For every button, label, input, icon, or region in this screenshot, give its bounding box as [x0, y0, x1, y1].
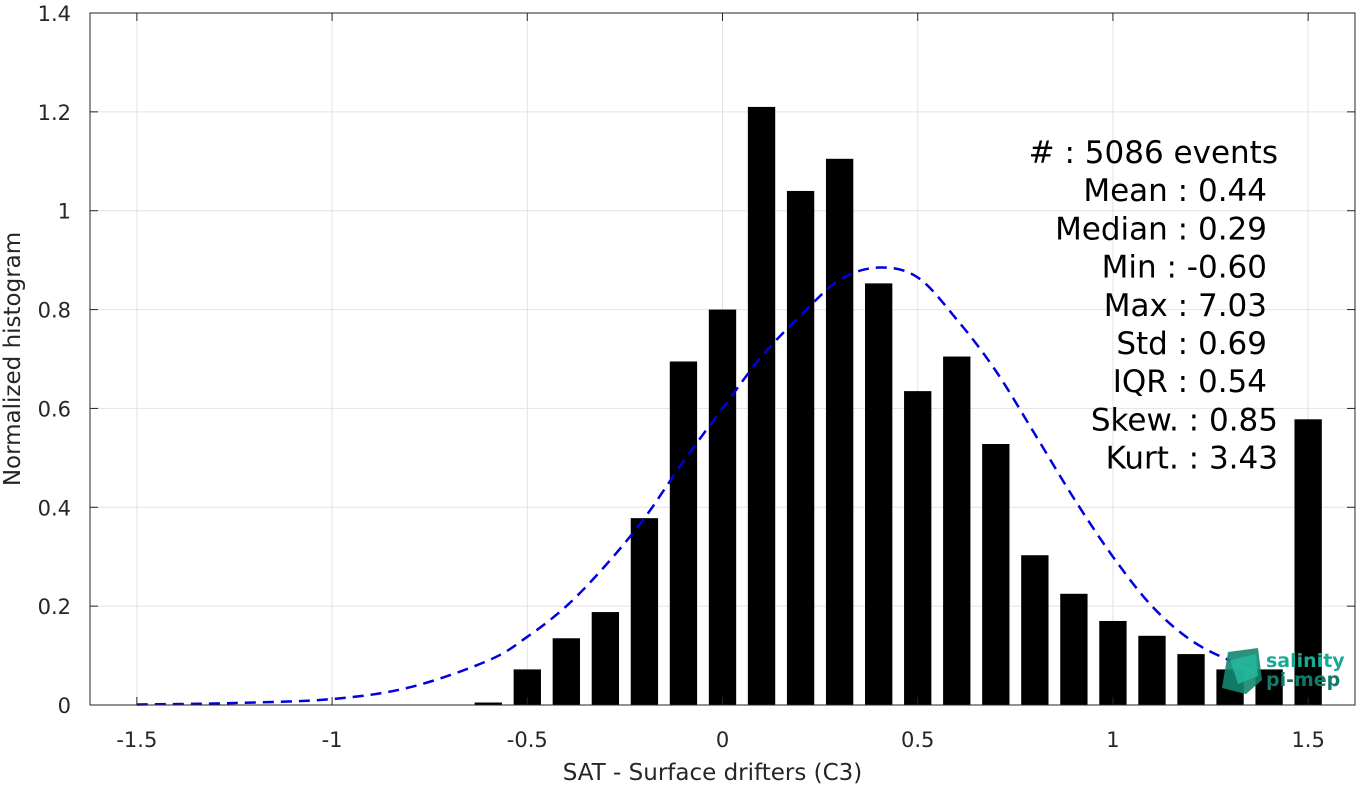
y-tick-label: 0.4: [38, 496, 71, 520]
histogram-bar: [1177, 654, 1205, 705]
histogram-bar: [1021, 555, 1049, 705]
histogram-bar: [1099, 620, 1127, 705]
x-axis-ticks: -1.5 -1 -0.5 0 0.5 1 1.5: [116, 13, 1325, 752]
stat-line: Min : -0.60: [1102, 250, 1267, 286]
stat-line: Std : 0.69: [1116, 326, 1267, 362]
y-tick-label: 0: [58, 694, 71, 718]
histogram-bar: [1138, 635, 1166, 705]
logo-mark-facet-icon: [1230, 654, 1258, 684]
histogram-bar: [1294, 419, 1322, 705]
histogram-bar: [474, 702, 502, 705]
stat-line: # : 5086 events: [1029, 135, 1278, 171]
histogram-bar: [552, 638, 580, 705]
stat-line: Kurt. : 3.43: [1106, 441, 1278, 477]
histogram-bar: [825, 158, 854, 706]
x-tick-label: 1.5: [1291, 728, 1324, 752]
histogram-bar: [630, 518, 659, 705]
histogram-bar: [747, 106, 776, 705]
stat-line: Skew. : 0.85: [1091, 402, 1278, 438]
y-tick-label: 0.8: [38, 299, 71, 323]
x-axis-label: SAT - Surface drifters (C3): [563, 760, 863, 785]
histogram-bar: [591, 612, 620, 705]
histogram-bar: [708, 309, 737, 705]
salinity-pimep-logo: salinity pi-mep: [1222, 648, 1345, 694]
x-tick-label: 0: [716, 728, 729, 752]
histogram-bar: [904, 391, 932, 705]
x-tick-label: 0.5: [901, 728, 934, 752]
y-tick-label: 0.6: [38, 397, 71, 421]
histogram-bar: [865, 283, 893, 705]
x-tick-label: -1: [322, 728, 343, 752]
stat-line: IQR : 0.54: [1113, 364, 1267, 400]
grid-lines: [90, 12, 1355, 706]
gaussian-fit-curve: [136, 266, 1254, 706]
stat-line: Max : 7.03: [1104, 288, 1267, 324]
stat-line: Mean : 0.44: [1083, 173, 1267, 209]
y-axis-label: Normalized histogram: [0, 232, 26, 486]
histogram-bar: [943, 356, 971, 705]
histogram-bar: [982, 444, 1010, 705]
logo-text-pimep: pi-mep: [1266, 669, 1340, 691]
histogram-bar: [669, 361, 698, 705]
stat-line: Median : 0.29: [1055, 211, 1267, 247]
x-tick-label: -1.5: [116, 728, 157, 752]
x-tick-label: 1: [1106, 728, 1119, 752]
y-axis-ticks: 0 0.2 0.4 0.6 0.8 1 1.2 1.4: [38, 2, 1355, 718]
histogram-bar: [786, 190, 815, 705]
histogram-bar: [1060, 593, 1088, 705]
y-tick-label: 1.4: [38, 2, 71, 26]
x-tick-label: -0.5: [507, 728, 548, 752]
y-tick-label: 1: [58, 200, 71, 224]
logo-text-salinity: salinity: [1266, 650, 1345, 672]
y-tick-label: 0.2: [38, 595, 71, 619]
histogram-bars: [474, 106, 1322, 706]
y-tick-label: 1.2: [38, 101, 71, 125]
